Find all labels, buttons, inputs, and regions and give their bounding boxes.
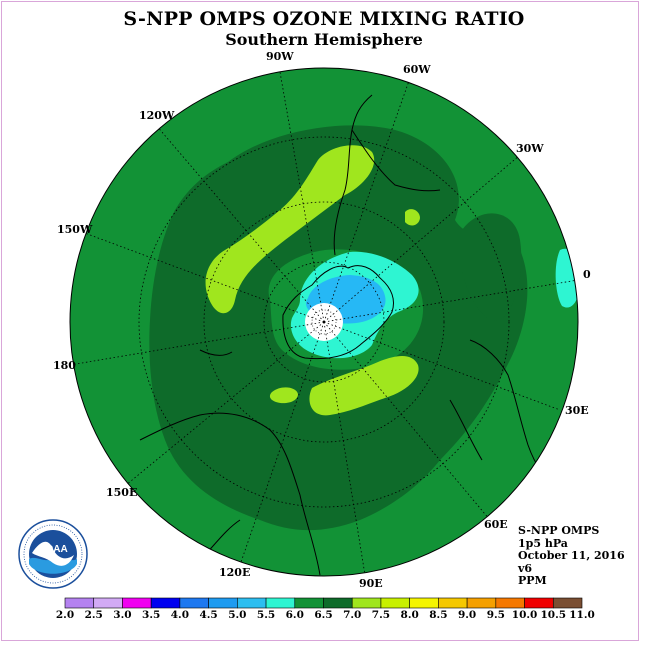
field-6-5-7-0-east	[462, 213, 522, 321]
lon-label-180: 180	[53, 359, 76, 372]
lon-label-30w: 30W	[516, 142, 544, 155]
field-7-0-7-5-south	[309, 356, 419, 416]
graticule	[70, 71, 578, 576]
info-date: October 11, 2016	[518, 549, 625, 563]
lon-label-90e: 90E	[359, 577, 383, 590]
info-block: S-NPP OMPS 1p5 hPa October 11, 2016 v6 P…	[518, 524, 625, 588]
field-7-0-7-5-north	[205, 145, 375, 314]
figure-title: S-NPP OMPS OZONE MIXING RATIO	[123, 8, 525, 30]
lon-label-90w: 90W	[266, 50, 294, 63]
figure-subtitle: Southern Hemisphere	[225, 30, 423, 49]
lon-label-150w: 150W	[57, 223, 93, 236]
lon-label-60w: 60W	[403, 63, 431, 76]
lon-label-120w: 120W	[139, 109, 175, 122]
figure-frame	[1, 1, 639, 641]
noaa-logo: NOAA	[18, 519, 88, 589]
lon-label-150e: 150E	[106, 486, 138, 499]
field-7-0-7-5-small-a	[269, 387, 298, 404]
lon-label-30e: 30E	[565, 404, 589, 417]
pole-dots	[311, 309, 337, 335]
lon-label-0: 0	[583, 268, 591, 281]
noaa-logo-text: NOAA	[38, 544, 67, 555]
info-instrument: S-NPP OMPS	[518, 524, 600, 537]
lon-label-120e: 120E	[219, 566, 251, 579]
map-border	[69, 67, 579, 577]
info-pressure: 1p5 hPa	[518, 536, 568, 550]
info-version: v6	[518, 561, 533, 575]
field-7-0-7-5-small-b	[405, 209, 420, 226]
lon-label-60e: 60E	[484, 518, 508, 531]
field-5-5-6-0-east	[555, 248, 578, 308]
info-units: PPM	[518, 574, 547, 588]
